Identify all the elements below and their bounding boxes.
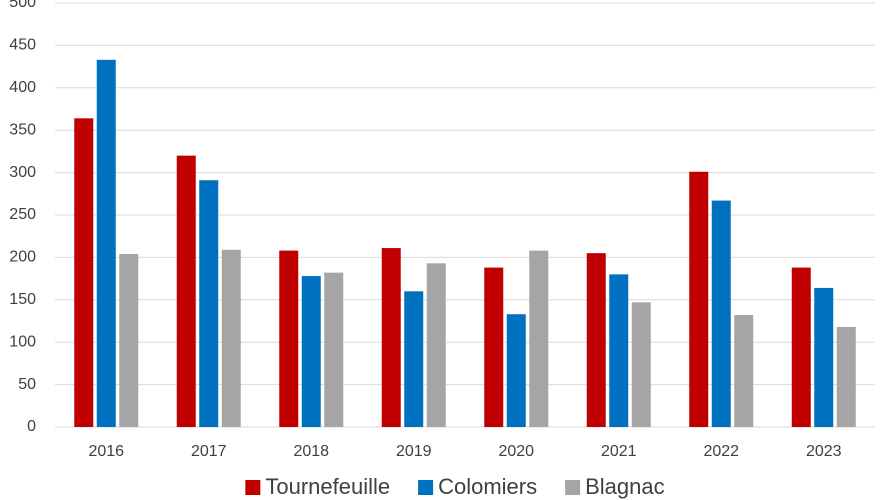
bar [734,315,754,427]
bar [689,171,709,427]
y-tick-label: 250 [9,206,36,223]
y-tick-label: 150 [9,291,36,308]
y-tick-label: 200 [9,249,36,266]
x-tick-label: 2021 [601,443,637,460]
bar [529,250,549,427]
legend-label: Colomiers [438,474,537,499]
y-tick-label: 0 [27,418,36,435]
bar [631,302,651,427]
y-tick-label: 500 [9,0,36,11]
y-tick-label: 50 [18,376,36,393]
y-tick-label: 350 [9,121,36,138]
x-tick-label: 2020 [498,443,534,460]
x-tick-label: 2016 [88,443,124,460]
bar [199,180,219,427]
bar [221,249,241,427]
legend-swatch [245,480,261,495]
bar [324,272,344,427]
bar [96,59,116,427]
y-tick-label: 100 [9,333,36,350]
bar [506,314,526,427]
x-tick-label: 2023 [806,443,842,460]
y-tick-label: 300 [9,164,36,181]
bar [586,253,606,427]
bar [791,267,811,427]
bar [279,250,299,427]
legend-swatch [418,480,434,495]
x-tick-label: 2017 [191,443,227,460]
bar [381,248,401,427]
legend-swatch [565,480,581,495]
y-tick-label: 450 [9,37,36,54]
legend-label: Tournefeuille [265,474,390,499]
bar [836,326,856,427]
bar [301,276,321,427]
x-tick-label: 2018 [293,443,329,460]
bar [814,287,834,427]
bar [609,274,629,427]
bar [484,267,504,427]
x-tick-label: 2022 [703,443,739,460]
bar [119,254,139,427]
bar [426,263,446,427]
bar [176,155,196,427]
y-tick-label: 400 [9,79,36,96]
x-tick-label: 2019 [396,443,432,460]
bar [74,118,94,427]
bar [404,291,424,427]
legend-label: Blagnac [585,474,665,499]
bar [711,200,731,427]
